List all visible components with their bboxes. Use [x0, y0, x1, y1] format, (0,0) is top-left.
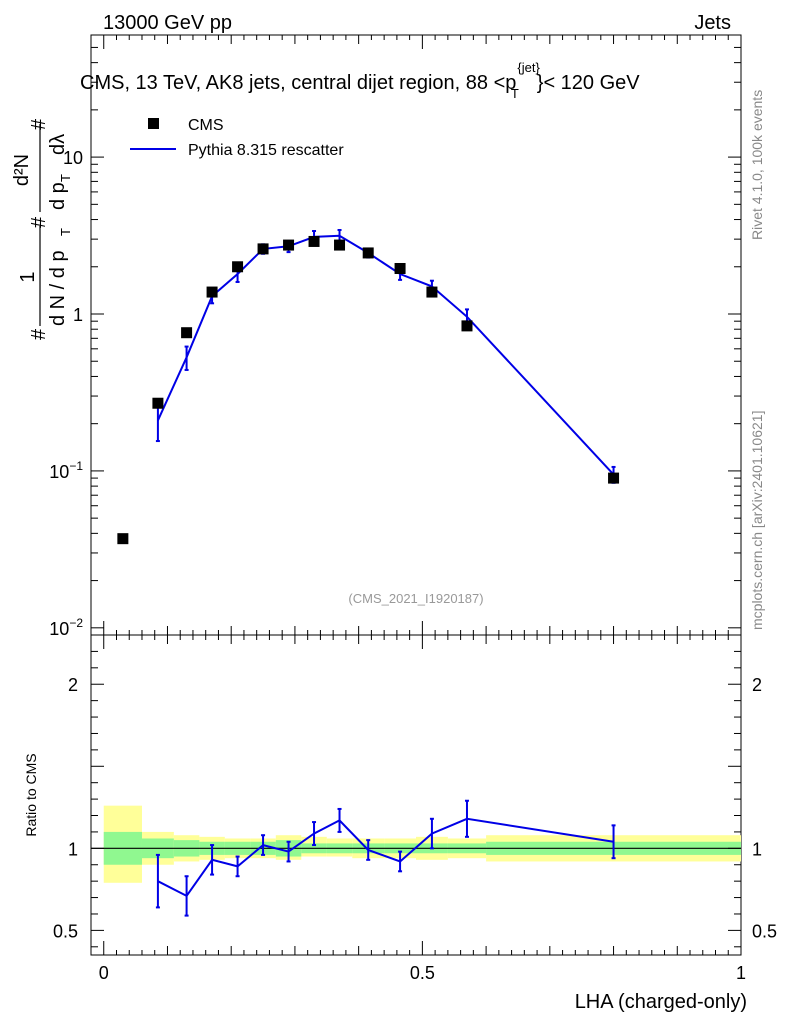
cms-data-point	[206, 286, 218, 298]
title-suffix: }< 120 GeV	[537, 72, 641, 94]
cms-data-point	[181, 327, 193, 339]
ratio-axes: 0 0.5 1 0.5 0.5 1 1 2 2	[53, 634, 777, 983]
main-data-layer	[117, 229, 620, 545]
y-label-hash-3: #	[28, 118, 50, 130]
cms-data-point	[334, 239, 346, 251]
legend-cms-marker	[148, 118, 159, 129]
header-right: Jets	[694, 12, 731, 34]
x-tick-label: 0.5	[410, 963, 435, 983]
legend-mc-label: Pythia 8.315 rescatter	[188, 142, 344, 159]
y-tick-label: 10−2	[49, 616, 83, 639]
y-label-dl: dλ	[47, 134, 69, 155]
y-tick-label: 10−1	[49, 459, 83, 482]
y-label-dn: d N / d p	[47, 250, 69, 326]
mcplots-source-label: mcplots.cern.ch [arXiv:2401.10621]	[749, 411, 765, 630]
cms-data-point	[117, 533, 129, 545]
y-axis-label: # 1 d N / d p T # d²N d p T dλ #	[11, 118, 73, 340]
x-axis-label: LHA (charged-only)	[575, 991, 747, 1013]
ratio-data-layer	[155, 799, 616, 917]
ratio-y-tick-label-right: 0.5	[752, 921, 777, 941]
cms-data-point	[232, 261, 244, 273]
y-label-hash-2: #	[28, 216, 50, 228]
y-label-hash-1: #	[28, 328, 50, 340]
y-label-t1: T	[58, 228, 73, 236]
cms-data-point	[152, 397, 164, 409]
ratio-panel-frame	[90, 634, 742, 956]
title-sub: T	[511, 86, 519, 101]
cms-data-point	[426, 286, 438, 298]
main-x-axis	[103, 35, 742, 635]
title-prefix: CMS, 13 TeV, AK8 jets, central dijet reg…	[80, 72, 516, 94]
ratio-y-tick-label: 2	[68, 675, 78, 695]
y-label-d2n: d²N	[11, 154, 33, 186]
legend-cms-label: CMS	[188, 117, 224, 134]
analysis-watermark: (CMS_2021_I1920187)	[348, 591, 483, 606]
y-label-one: 1	[17, 271, 39, 282]
ratio-y-tick-label: 1	[68, 839, 78, 859]
y-label-t2: T	[58, 174, 73, 182]
cms-data-point	[608, 472, 620, 484]
cms-data-point	[394, 262, 406, 274]
ratio-y-label: Ratio to CMS	[23, 753, 39, 836]
x-tick-label: 1	[736, 963, 746, 983]
x-tick-label: 0	[99, 963, 109, 983]
mc-line	[156, 234, 615, 476]
legend: CMS Pythia 8.315 rescatter	[130, 117, 344, 159]
rivet-version-label: Rivet 4.1.0, 100k events	[749, 90, 765, 240]
ratio-bands	[91, 805, 741, 883]
y-tick-label: 1	[73, 305, 83, 325]
y-label-dpt: d p	[47, 182, 69, 210]
cms-data-point	[283, 239, 295, 251]
header-left: 13000 GeV pp	[103, 12, 232, 34]
y-tick-label: 10	[63, 148, 83, 168]
main-title: CMS, 13 TeV, AK8 jets, central dijet reg…	[80, 60, 640, 101]
cms-data-point	[308, 235, 320, 247]
cms-data-point	[257, 243, 269, 255]
ratio-y-tick-label-right: 1	[752, 839, 762, 859]
main-y-axis: 10−2 10−1 1 10	[49, 34, 741, 639]
cms-data-point	[362, 247, 374, 259]
ratio-y-tick-label-right: 2	[752, 675, 762, 695]
cms-data-point	[461, 320, 473, 332]
ratio-y-tick-label: 0.5	[53, 921, 78, 941]
title-sup: {jet}	[517, 60, 540, 75]
